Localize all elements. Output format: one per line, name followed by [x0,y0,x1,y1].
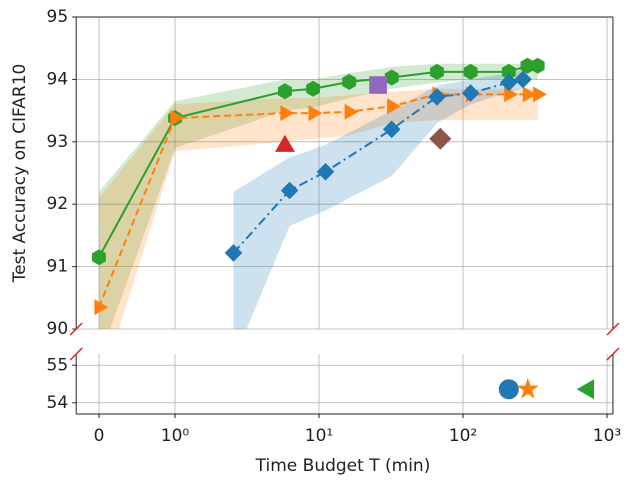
marker [461,84,480,102]
marker [530,57,545,74]
marker [504,86,518,103]
point-marker [576,379,594,400]
data [92,57,594,400]
x-tick-label: 10¹ [305,426,333,446]
marker [306,80,320,97]
point-marker [369,76,387,94]
y-tick-label: 54 [47,393,69,413]
y-tick-label: 95 [47,7,69,27]
marker [387,98,401,115]
marker [500,73,518,92]
marker [533,86,547,103]
point-marker [516,377,539,399]
marker [382,120,401,139]
marker [514,70,532,89]
marker [170,110,185,127]
marker [522,86,537,103]
axes: 90 91 92 93 94 95 54 55 0 10⁰ 10¹ 10² 10³ [47,7,622,446]
marker [430,63,444,80]
marker [278,83,292,100]
marker [280,105,295,122]
marker [463,63,478,80]
marker [224,244,243,262]
marker [501,63,516,80]
confidence-band [233,70,523,329]
marker [308,105,323,122]
point-marker [498,379,519,400]
axis-break [606,347,620,361]
y-tick-label: 91 [47,257,69,277]
x-tick-label: 10⁰ [161,426,190,446]
axis-break [69,322,83,336]
marker [342,73,357,90]
x-tick-label: 10² [449,426,477,446]
y-tick-label: 55 [47,355,69,375]
x-axis-label: Time Budget T (min) [255,456,431,476]
confidence-band [99,63,538,329]
panel-data [92,57,547,329]
y-tick-label: 92 [47,194,69,214]
y-tick-label: 93 [47,132,69,152]
marker [344,103,359,120]
marker [384,69,399,86]
marker [428,88,446,106]
point-marker [275,134,295,152]
x-tick-label: 10³ [593,426,621,446]
y-tick-label: 90 [47,319,69,339]
point-marker [429,127,452,150]
axis-break [69,347,83,361]
confidence-band [99,88,538,329]
marker [92,249,106,266]
y-axis-label: Test Accuracy on CIFAR10 [10,64,30,284]
marker [280,181,299,200]
marker [94,299,109,316]
x-tick-label: 0 [94,426,105,446]
y-tick-label: 94 [47,69,69,89]
marker [316,163,335,181]
axis-break [606,322,620,336]
